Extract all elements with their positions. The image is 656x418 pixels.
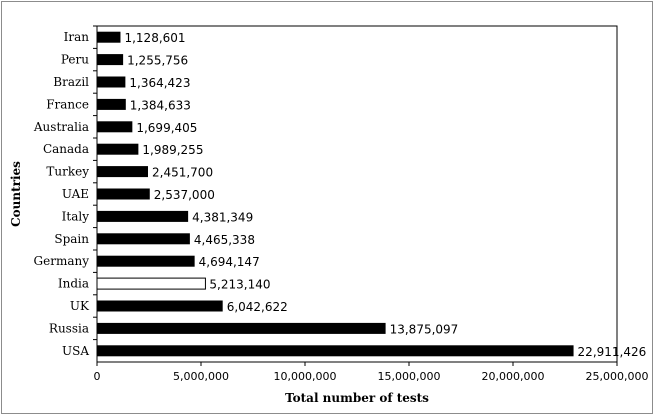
category-label-australia: Australia [33, 120, 89, 134]
x-tick-label: 5,000,000 [173, 370, 229, 383]
value-label-turkey: 2,451,700 [152, 166, 213, 180]
bar-germany [97, 255, 195, 267]
value-label-canada: 1,989,255 [142, 143, 203, 157]
value-label-usa: 22,911,426 [578, 345, 647, 359]
category-label-russia: Russia [49, 321, 89, 335]
value-label-australia: 1,699,405 [136, 121, 197, 135]
x-tick-label: 10,000,000 [274, 370, 337, 383]
category-label-canada: Canada [43, 142, 89, 156]
bar-canada [97, 143, 139, 155]
x-tick-label: 0 [94, 370, 101, 383]
category-label-uae: UAE [62, 187, 89, 201]
value-label-peru: 1,255,756 [127, 54, 188, 68]
bar-uae [97, 188, 150, 200]
value-label-germany: 4,694,147 [199, 255, 260, 269]
value-label-russia: 13,875,097 [390, 322, 459, 336]
category-label-france: France [46, 97, 89, 111]
value-label-uae: 2,537,000 [154, 188, 215, 202]
bar-russia [97, 322, 386, 334]
category-label-spain: Spain [54, 232, 89, 246]
value-label-india: 5,213,140 [209, 278, 270, 292]
bar-australia [97, 121, 133, 133]
bar-india [96, 277, 206, 290]
category-label-india: India [58, 277, 89, 291]
bar-iran [97, 31, 121, 43]
category-label-peru: Peru [61, 53, 89, 67]
value-label-uk: 6,042,622 [227, 300, 288, 314]
bar-usa [97, 345, 574, 357]
value-label-spain: 4,465,338 [194, 233, 255, 247]
value-label-france: 1,384,633 [130, 98, 191, 112]
category-label-italy: Italy [62, 209, 90, 223]
value-label-brazil: 1,364,423 [129, 76, 190, 90]
x-axis-title: Total number of tests [285, 391, 429, 405]
value-label-iran: 1,128,601 [124, 31, 185, 45]
category-label-iran: Iran [64, 30, 90, 44]
category-label-germany: Germany [34, 254, 90, 268]
x-tick-label: 25,000,000 [586, 370, 649, 383]
category-label-uk: UK [70, 299, 90, 313]
bar-france [97, 98, 126, 110]
bar-peru [97, 54, 124, 66]
bar-turkey [97, 166, 148, 178]
category-label-turkey: Turkey [46, 165, 89, 179]
bar-brazil [97, 76, 126, 88]
bar-italy [97, 210, 189, 222]
y-axis-title: Countries [9, 161, 23, 227]
value-label-italy: 4,381,349 [192, 210, 253, 224]
category-label-usa: USA [62, 344, 89, 358]
x-tick-label: 20,000,000 [482, 370, 545, 383]
x-tick-label: 15,000,000 [378, 370, 441, 383]
category-label-brazil: Brazil [53, 75, 89, 89]
bar-spain [97, 233, 190, 245]
bar-uk [97, 300, 223, 312]
